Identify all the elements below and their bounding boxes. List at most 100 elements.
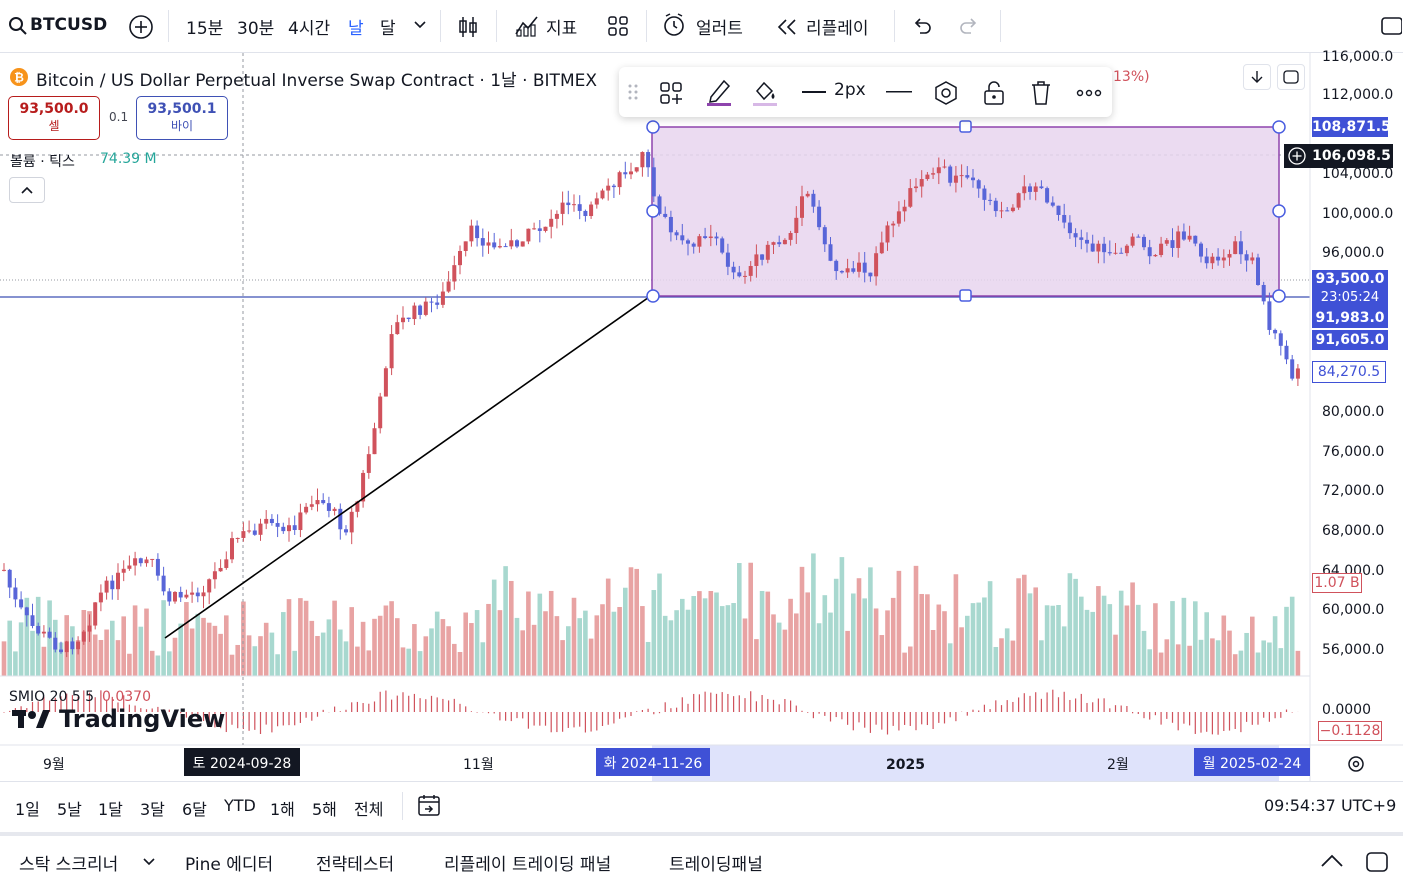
- candle-body: [1188, 236, 1192, 240]
- candle-body: [1051, 203, 1055, 206]
- range-5y[interactable]: 5해: [312, 796, 337, 820]
- volume-bar: [766, 592, 771, 676]
- range-ytd[interactable]: YTD: [224, 796, 256, 815]
- interval-30m[interactable]: 30분: [237, 14, 274, 39]
- hexagon-icon[interactable]: [933, 80, 959, 106]
- volume-bar: [612, 612, 617, 676]
- replay-button[interactable]: 리플레이: [806, 14, 869, 39]
- candle-body: [863, 263, 867, 273]
- crosshair-add-button[interactable]: [1284, 144, 1310, 168]
- candles-icon[interactable]: [457, 15, 479, 39]
- oscillator-bar: [249, 712, 250, 731]
- candle-body: [93, 602, 97, 625]
- tab-pine-editor[interactable]: Pine 에디터: [185, 850, 273, 875]
- drag-handle-icon[interactable]: [627, 83, 639, 101]
- candle-body: [794, 218, 798, 233]
- candle-body: [59, 650, 63, 653]
- volume-bar: [834, 579, 839, 676]
- candle-body: [418, 306, 422, 315]
- symbol-label: BTCUSD.P: [30, 15, 108, 35]
- range-1m[interactable]: 1달: [98, 796, 123, 820]
- oscillator-bar: [288, 712, 289, 725]
- range-3m[interactable]: 3달: [140, 796, 165, 820]
- range-5d[interactable]: 5날: [57, 796, 82, 820]
- range-6m[interactable]: 6달: [182, 796, 207, 820]
- tab-replay-trading-panel[interactable]: 리플레이 트레이딩 패널: [444, 850, 611, 875]
- chevron-down-icon[interactable]: [413, 20, 427, 30]
- candle-body: [384, 368, 388, 396]
- oscillator-bar: [858, 712, 859, 722]
- more-icon[interactable]: [1076, 89, 1102, 97]
- clock[interactable]: 09:54:37 UTC+9: [1264, 796, 1396, 815]
- interval-4h[interactable]: 4시간: [288, 14, 330, 39]
- oscillator-bar: [556, 712, 557, 732]
- auto-scale-button[interactable]: [1277, 64, 1305, 90]
- maximize-panel-icon[interactable]: [1364, 850, 1390, 874]
- templates-icon[interactable]: [659, 81, 683, 105]
- chevron-up-icon[interactable]: [1319, 853, 1345, 869]
- tab-trading-panel[interactable]: 트레이딩패널: [669, 850, 763, 875]
- scroll-down-button[interactable]: [1243, 64, 1271, 90]
- volume-bar: [395, 618, 400, 676]
- alert-icon[interactable]: [662, 13, 688, 39]
- range-1d[interactable]: 1일: [15, 796, 40, 820]
- replay-icon[interactable]: [776, 18, 798, 36]
- tab-stock-screener[interactable]: 스탁 스크리너: [19, 850, 118, 875]
- oscillator-bar: [910, 712, 911, 726]
- chart-canvas[interactable]: 9월 11월 2025 2월 토 2024-09-28 화 2024-11-26…: [0, 53, 1403, 781]
- stroke-width-value[interactable]: 2px: [834, 80, 866, 100]
- sell-button[interactable]: 93,500.0 셀: [8, 96, 100, 140]
- oscillator-bar: [266, 712, 267, 725]
- volume-bar: [144, 609, 149, 676]
- line-style-icon[interactable]: [886, 91, 912, 95]
- indicators-icon[interactable]: [514, 14, 540, 38]
- tab-strategy-tester[interactable]: 전략테스터: [316, 850, 394, 875]
- chevron-down-icon[interactable]: [142, 857, 156, 867]
- volume-bar: [948, 643, 953, 676]
- indicators-button[interactable]: 지표: [546, 14, 577, 39]
- price-tick: 112,000.0: [1322, 87, 1393, 103]
- volume-bar: [121, 616, 126, 676]
- layouts-icon[interactable]: [607, 15, 629, 37]
- candle-body: [344, 529, 348, 532]
- volume-bar: [30, 631, 35, 676]
- lock-icon[interactable]: [982, 79, 1006, 107]
- volume-bar: [389, 601, 394, 676]
- candle-body: [743, 276, 747, 277]
- redo-icon[interactable]: [958, 16, 980, 36]
- interval-day[interactable]: 날: [348, 14, 364, 39]
- undo-icon[interactable]: [911, 16, 933, 36]
- oscillator-bar: [613, 712, 614, 723]
- candle-body: [247, 530, 251, 531]
- range-1y[interactable]: 1해: [270, 796, 295, 820]
- volume-bar: [1130, 582, 1135, 676]
- stroke-width-icon[interactable]: [802, 91, 826, 95]
- fullscreen-icon[interactable]: [1380, 15, 1402, 37]
- oscillator-bar: [648, 709, 649, 712]
- oscillator-bar: [1206, 712, 1207, 732]
- candle-body: [772, 242, 776, 245]
- alert-button[interactable]: 얼러트: [696, 14, 743, 39]
- line-color-icon[interactable]: [705, 77, 733, 107]
- oscillator-bar: [1172, 712, 1173, 723]
- candle-body: [652, 167, 656, 196]
- watermark-text: TradingView: [59, 705, 225, 733]
- oscillator-bar: [915, 712, 916, 730]
- interval-15m[interactable]: 15분: [186, 14, 223, 39]
- goto-date-icon[interactable]: [417, 793, 443, 819]
- trash-icon[interactable]: [1029, 79, 1053, 107]
- range-all[interactable]: 전체: [354, 796, 383, 820]
- add-symbol-icon[interactable]: [128, 14, 154, 40]
- oscillator-bar: [596, 712, 597, 730]
- candle-body: [298, 512, 302, 530]
- buy-button[interactable]: 93,500.1 바이: [136, 96, 228, 140]
- symbol-search[interactable]: BTCUSD.P: [6, 12, 110, 40]
- fill-color-icon[interactable]: [751, 77, 779, 107]
- candle-body: [202, 592, 206, 596]
- rectangle-drawing[interactable]: [652, 127, 1279, 296]
- collapse-legend-button[interactable]: [9, 177, 45, 203]
- candle-body: [526, 229, 530, 242]
- volume-bar: [891, 598, 896, 676]
- interval-month[interactable]: 달: [380, 14, 396, 39]
- volume-bar: [862, 598, 867, 676]
